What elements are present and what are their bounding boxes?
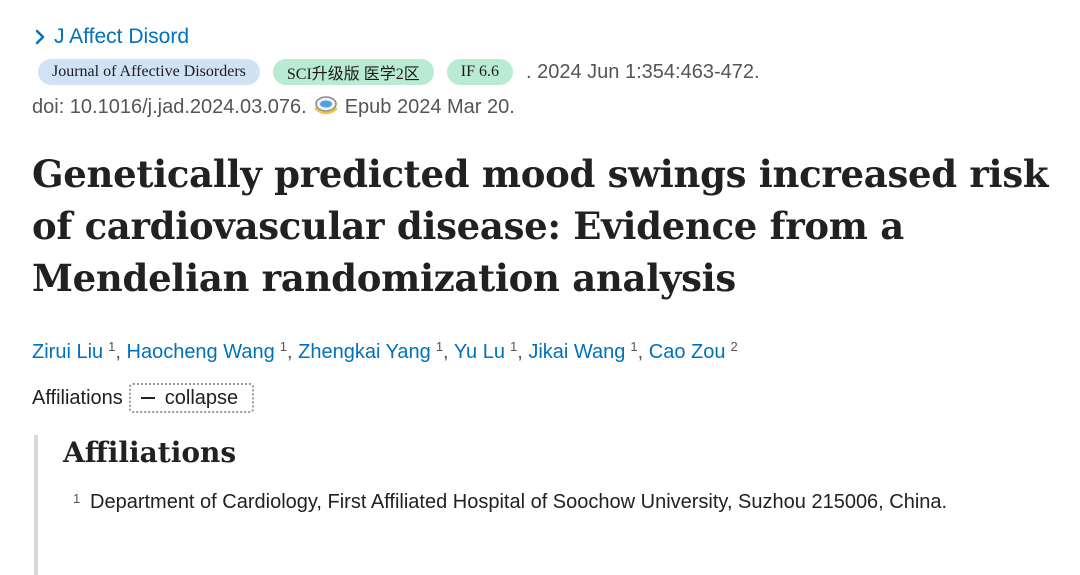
affiliation-item: 1 Department of Cardiology, First Affili… [63,487,1060,518]
author-link[interactable]: Zirui Liu 1 [32,339,116,363]
author-affiliation-ref: 1 [630,339,638,354]
author-link[interactable]: Zhengkai Yang 1 [298,339,444,363]
author-affiliation-ref: 2 [730,339,738,354]
author-affiliation-ref: 1 [108,339,116,354]
author-affiliation-ref: 1 [279,339,287,354]
journal-link[interactable]: J Affect Disord [32,22,189,52]
article-header: J Affect Disord Journal of Affective Dis… [32,22,1060,575]
minus-icon [140,397,155,399]
doi-text: doi: 10.1016/j.jad.2024.03.076. [32,95,307,118]
article-title: Genetically predicted mood swings increa… [32,152,1049,300]
affiliations-panel: Affiliations 1 Department of Cardiology,… [34,435,1060,575]
affiliation-number: 1 [73,491,81,506]
citation-date: . 2024 Jun 1:354:463-472. [526,60,760,83]
chevron-right-icon [35,29,45,45]
epub-date: Epub 2024 Mar 20. [344,95,515,118]
author-link[interactable]: Jikai Wang 1 [528,339,638,363]
author-list: Zirui Liu 1, Haocheng Wang 1, Zhengkai Yan… [32,339,738,363]
journal-name-badge: Journal of Affective Disorders [38,59,260,85]
affiliation-text: Department of Cardiology, First Affiliat… [90,491,948,513]
author-affiliation-ref: 1 [509,339,518,354]
author-affiliation-ref: 1 [435,339,444,354]
author-link[interactable]: Haocheng Wang 1 [126,339,287,363]
affiliations-toggle-row: Affiliations collapse [32,383,1060,413]
author-link[interactable]: Yu Lu 1 [453,339,518,363]
affiliations-label: Affiliations [32,386,123,409]
doi-line: doi: 10.1016/j.jad.2024.03.076. Epub 202… [32,92,1060,122]
author-link[interactable]: Cao Zou 2 [648,339,738,363]
impact-factor-badge: IF 6.6 [446,59,514,85]
sci-rank-badge: SCI升级版 医学2区 [272,59,434,85]
citation-line: Journal of Affective Disorders SCI升级版 医学… [32,57,1060,87]
epub-cloud-icon [314,96,337,115]
journal-abbrev: J Affect Disord [54,25,190,48]
collapse-label: collapse [164,386,239,409]
collapse-button[interactable]: collapse [128,383,255,413]
affiliations-heading: Affiliations [63,436,237,469]
